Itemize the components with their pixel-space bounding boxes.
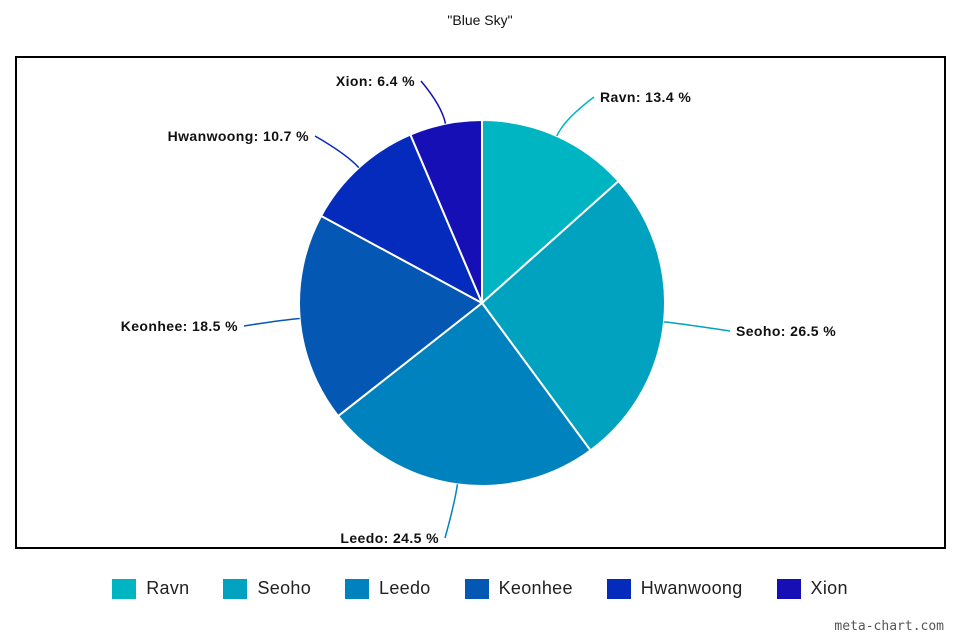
slice-label-leedo: Leedo: 24.5 % bbox=[340, 530, 439, 546]
legend-swatch bbox=[112, 578, 137, 599]
pie-slice-keonhee bbox=[298, 214, 484, 418]
chart-frame: Ravn: 13.4 % Seoho: 26.5 % Leedo: 24.5 % Ke… bbox=[15, 56, 946, 549]
watermark: meta-chart.com bbox=[834, 619, 944, 634]
slice-label-hwanwoong: Hwanwoong: 10.7 % bbox=[168, 128, 310, 144]
legend: Ravn Seoho Leedo Keonhee Hwanwoong Xion bbox=[0, 578, 960, 599]
legend-swatch bbox=[345, 578, 370, 599]
legend-item-ravn[interactable]: Ravn bbox=[112, 578, 189, 599]
legend-label: Seoho bbox=[257, 578, 312, 598]
legend-label: Keonhee bbox=[498, 578, 573, 598]
leader-line-seoho bbox=[663, 321, 731, 332]
pie-slice-hwanwoong bbox=[319, 133, 485, 306]
legend-label: Ravn bbox=[146, 578, 190, 598]
legend-label: Leedo bbox=[379, 578, 431, 598]
slice-label-keonhee: Keonhee: 18.5 % bbox=[121, 318, 238, 334]
legend-label: Xion bbox=[810, 578, 848, 598]
leader-line-keonhee bbox=[243, 317, 300, 327]
legend-item-seoho[interactable]: Seoho bbox=[223, 578, 311, 599]
legend-item-hwanwoong[interactable]: Hwanwoong bbox=[606, 578, 743, 599]
legend-swatch bbox=[464, 578, 489, 599]
legend-item-keonhee[interactable]: Keonhee bbox=[464, 578, 573, 599]
legend-label: Hwanwoong bbox=[640, 578, 743, 598]
legend-swatch bbox=[776, 578, 801, 599]
pie-slice-leedo bbox=[336, 301, 592, 487]
legend-item-leedo[interactable]: Leedo bbox=[345, 578, 431, 599]
legend-swatch bbox=[606, 578, 631, 599]
pie-slice-xion bbox=[409, 118, 483, 304]
slice-label-ravn: Ravn: 13.4 % bbox=[600, 89, 691, 105]
slice-label-seoho: Seoho: 26.5 % bbox=[736, 323, 836, 339]
legend-item-xion[interactable]: Xion bbox=[776, 578, 848, 599]
leader-line-xion bbox=[420, 80, 447, 124]
leader-line-ravn bbox=[556, 96, 595, 137]
pie-chart: Ravn: 13.4 % Seoho: 26.5 % Leedo: 24.5 % Ke… bbox=[121, 73, 836, 546]
leader-line-hwanwoong bbox=[314, 135, 360, 169]
leader-line-leedo bbox=[444, 484, 459, 539]
chart-title: "Blue Sky" bbox=[447, 12, 513, 28]
legend-swatch bbox=[223, 578, 248, 599]
slice-label-xion: Xion: 6.4 % bbox=[336, 73, 415, 89]
